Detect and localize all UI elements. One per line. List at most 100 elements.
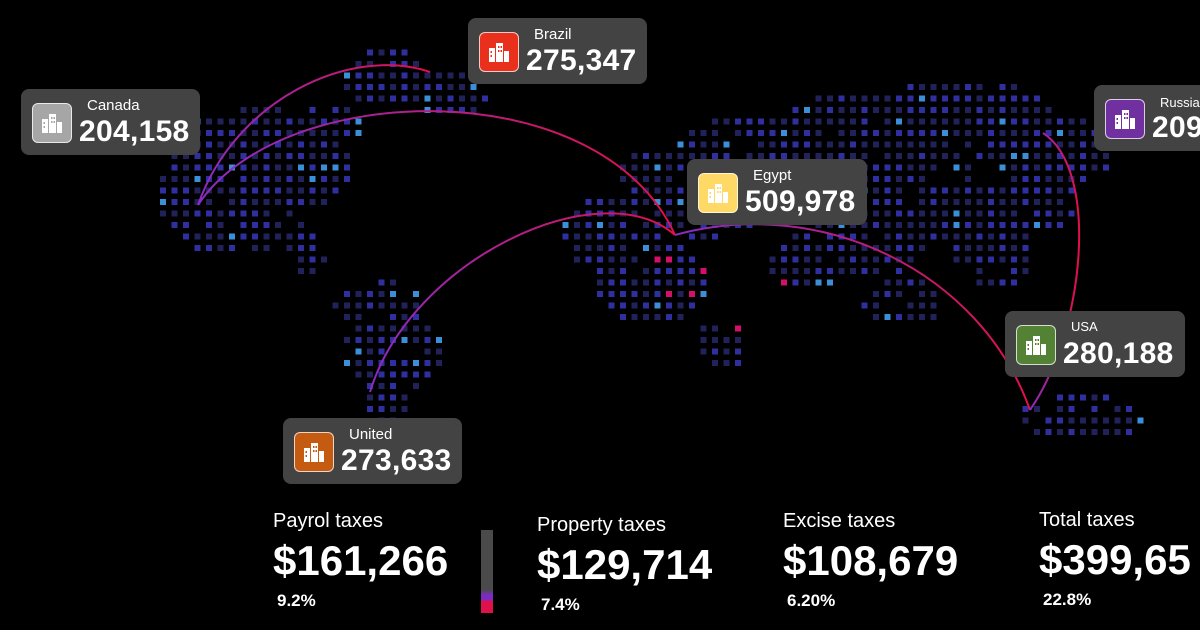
map-dot [355, 302, 362, 309]
map-dot [666, 256, 672, 263]
map-dot [378, 279, 385, 286]
map-dot [309, 176, 316, 182]
map-dot [758, 118, 764, 125]
map-dot [1045, 187, 1052, 194]
map-dot [792, 107, 799, 113]
map-dot [286, 199, 293, 205]
map-dot [677, 153, 684, 159]
map-dot [700, 337, 707, 343]
map-dot [1045, 199, 1052, 205]
map-dot [976, 256, 983, 263]
map-dot [953, 256, 960, 263]
map-dot [447, 84, 454, 90]
map-dot [424, 84, 431, 90]
map-dot [919, 176, 925, 182]
map-dot [666, 153, 672, 159]
map-dot [321, 256, 327, 263]
map-dot [677, 268, 684, 274]
country-name: Egypt [753, 167, 792, 184]
kpi-payroll-taxes: Payrol taxes $161,266 9.2% [273, 510, 523, 611]
map-dot [666, 279, 672, 286]
map-dot [194, 187, 201, 194]
map-dot [1011, 279, 1017, 286]
map-dot [988, 95, 994, 102]
map-dot [884, 256, 891, 263]
map-dot [781, 153, 787, 159]
map-dot [976, 222, 983, 228]
map-dot [1011, 199, 1017, 205]
map-dot [735, 118, 741, 125]
map-dot [838, 222, 845, 228]
map-dot [723, 153, 730, 159]
map-dot [884, 233, 891, 240]
map-dot [286, 210, 293, 217]
map-dot [344, 302, 350, 309]
map-dot [873, 302, 879, 309]
map-dot [666, 187, 672, 194]
map-dot [643, 314, 649, 320]
map-dot [263, 153, 270, 159]
country-name: Russia [1160, 95, 1200, 110]
map-dot [574, 245, 580, 251]
map-dot [390, 61, 396, 67]
map-dot [1057, 210, 1063, 217]
map-dot [390, 360, 396, 366]
map-dot [873, 314, 879, 320]
map-dot [838, 141, 845, 148]
map-dot [873, 187, 879, 194]
map-dot [275, 164, 281, 171]
map-dot [263, 210, 270, 217]
map-dot [585, 245, 592, 251]
map-dot [367, 325, 373, 332]
map-dot [275, 199, 281, 205]
country-card-canada[interactable]: Canada 204,158 [21, 89, 200, 155]
country-card-russia[interactable]: Russia 209 [1094, 85, 1200, 151]
map-dot [286, 233, 293, 240]
map-dot [896, 222, 902, 228]
map-dot [390, 72, 396, 79]
map-dot [344, 164, 350, 171]
map-dot [631, 210, 638, 217]
map-dot [942, 233, 948, 240]
kpi-divider-bar [481, 530, 493, 613]
map-dot [1068, 187, 1075, 194]
map-dot [976, 245, 983, 251]
map-dot [1068, 130, 1075, 136]
map-dot [884, 176, 891, 182]
map-dot [631, 302, 638, 309]
map-dot [229, 245, 235, 251]
map-dot [171, 187, 178, 194]
map-dot [896, 279, 902, 286]
country-card-brazil[interactable]: Brazil 275,347 [468, 18, 647, 84]
country-card-usa[interactable]: USA 280,188 [1005, 311, 1185, 377]
map-dot [1114, 417, 1121, 424]
kpi-total-taxes: Total taxes $399,65 22.8% [1039, 509, 1200, 610]
map-dot [907, 95, 914, 102]
map-dot [275, 153, 281, 159]
map-dot [1126, 417, 1132, 424]
map-dot [666, 245, 672, 251]
map-dot [286, 245, 293, 251]
map-dot [781, 279, 787, 286]
map-dot [1011, 153, 1017, 159]
map-dot [1045, 107, 1052, 113]
map-dot [896, 233, 902, 240]
country-card-united[interactable]: United 273,633 [283, 418, 462, 484]
map-dot [965, 210, 971, 217]
map-dot [884, 210, 891, 217]
map-dot [999, 95, 1006, 102]
map-dot [217, 187, 224, 194]
country-card-egypt[interactable]: Egypt 509,978 [687, 159, 867, 225]
map-dot [332, 164, 339, 171]
map-dot [930, 118, 937, 125]
map-dot [781, 256, 787, 263]
map-dot [171, 176, 178, 182]
map-dot [838, 268, 845, 274]
map-dot [781, 245, 787, 251]
map-dot [160, 210, 166, 217]
map-dot [965, 141, 971, 148]
map-dot [999, 256, 1006, 263]
map-dot [861, 268, 868, 274]
map-dot [792, 130, 799, 136]
map-dot [1034, 406, 1040, 412]
